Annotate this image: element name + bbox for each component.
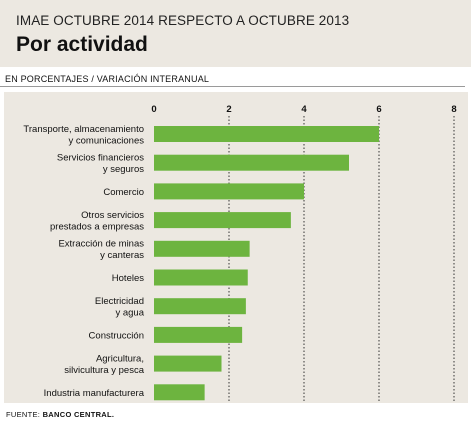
category-label-line: prestados a empresas <box>50 221 144 232</box>
bar <box>154 240 250 257</box>
x-tick-label: 4 <box>301 104 307 115</box>
x-tick-label: 2 <box>226 104 231 115</box>
x-tick-label: 6 <box>376 104 381 115</box>
x-tick-label: 0 <box>151 104 156 115</box>
chart-subtitle: IMAE OCTUBRE 2014 RESPECTO A OCTUBRE 201… <box>16 13 350 28</box>
bar <box>154 183 304 200</box>
category-label: Hoteles <box>112 273 144 284</box>
unit-label: EN PORCENTAJES / VARIACIÓN INTERANUAL <box>5 74 210 84</box>
category-label-line: Comercio <box>103 187 144 198</box>
category-label-line: Electricidad <box>95 296 144 307</box>
bar <box>154 269 248 286</box>
source-prefix: FUENTE: <box>6 410 43 419</box>
category-label-line: y canteras <box>100 250 144 261</box>
bar <box>154 154 349 171</box>
source-name: BANCO CENTRAL. <box>42 410 115 419</box>
bar <box>154 212 291 229</box>
category-label: Agricultura, silvicultura y pesca <box>64 353 144 376</box>
category-label: Construcción <box>89 330 144 341</box>
category-label-line: Industria manufacturera <box>44 388 145 399</box>
category-label-line: silvicultura y pesca <box>64 365 144 376</box>
category-label-line: y comunicaciones <box>68 135 144 146</box>
header-band: IMAE OCTUBRE 2014 RESPECTO A OCTUBRE 201… <box>0 0 471 67</box>
category-label: Industria manufacturera <box>44 388 145 399</box>
bar <box>154 298 246 315</box>
category-label-line: Servicios financieros <box>57 152 144 163</box>
category-label-line: Transporte, almacenamiento <box>23 124 144 135</box>
category-label-line: Hoteles <box>112 273 144 284</box>
category-label-line: Otros servicios <box>81 210 144 221</box>
category-label-line: y agua <box>115 307 144 318</box>
source-note: FUENTE: BANCO CENTRAL. <box>6 410 114 419</box>
category-label-line: Agricultura, <box>96 353 144 364</box>
bar-chart: 0 2 4 6 8 Transporte, almacenamiento y comunic… <box>23 104 457 402</box>
category-label-line: Extracción de minas <box>58 239 144 250</box>
bar <box>154 355 222 372</box>
category-label: Servicios financieros y seguros <box>57 152 144 175</box>
category-label: Comercio <box>103 187 144 198</box>
divider <box>0 86 465 87</box>
chart-title: Por actividad <box>16 33 148 56</box>
category-label-line: y seguros <box>103 164 144 175</box>
category-label: Electricidad y agua <box>95 296 145 319</box>
category-label-line: Construcción <box>89 330 144 341</box>
category-label: Otros servicios prestados a empresas <box>50 210 144 233</box>
bar <box>154 384 205 401</box>
x-tick-label: 8 <box>451 104 456 115</box>
bar <box>154 326 243 343</box>
category-label: Transporte, almacenamiento y comunicacion… <box>23 124 144 147</box>
category-label: Extracción de minas y canteras <box>58 239 144 261</box>
bar <box>154 126 379 142</box>
